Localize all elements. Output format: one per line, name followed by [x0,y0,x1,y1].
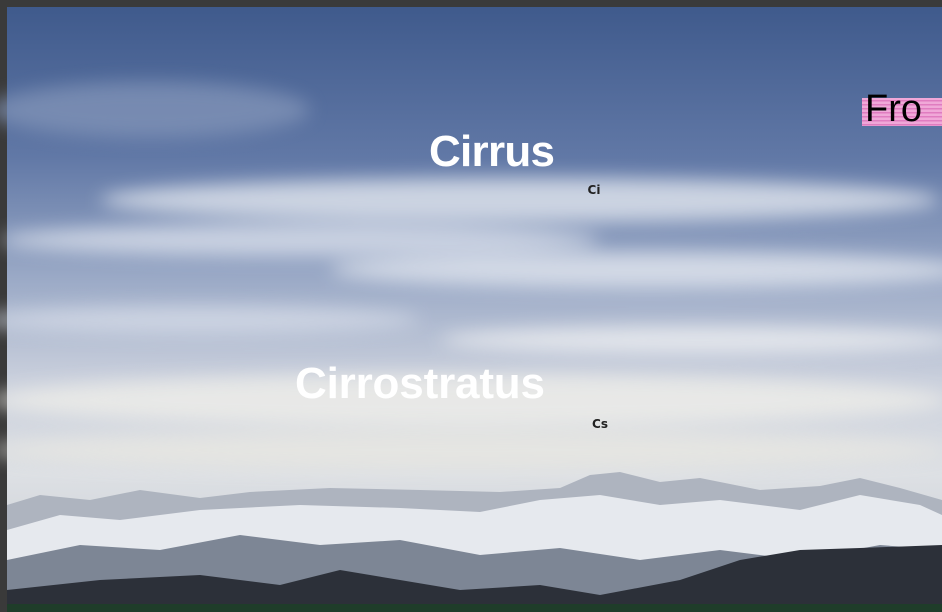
cloud-abbr: Cs [592,417,608,431]
corner-tag: Fro [865,88,922,130]
photo-slide: Cirrus Ci Cirrostratus Cs Fro [0,0,942,612]
cloud-label: Cirrus [429,127,555,176]
cloud-abbr: Ci [588,183,601,197]
cloud-label: Cirrostratus [295,359,545,408]
bottom-strip [7,604,942,612]
